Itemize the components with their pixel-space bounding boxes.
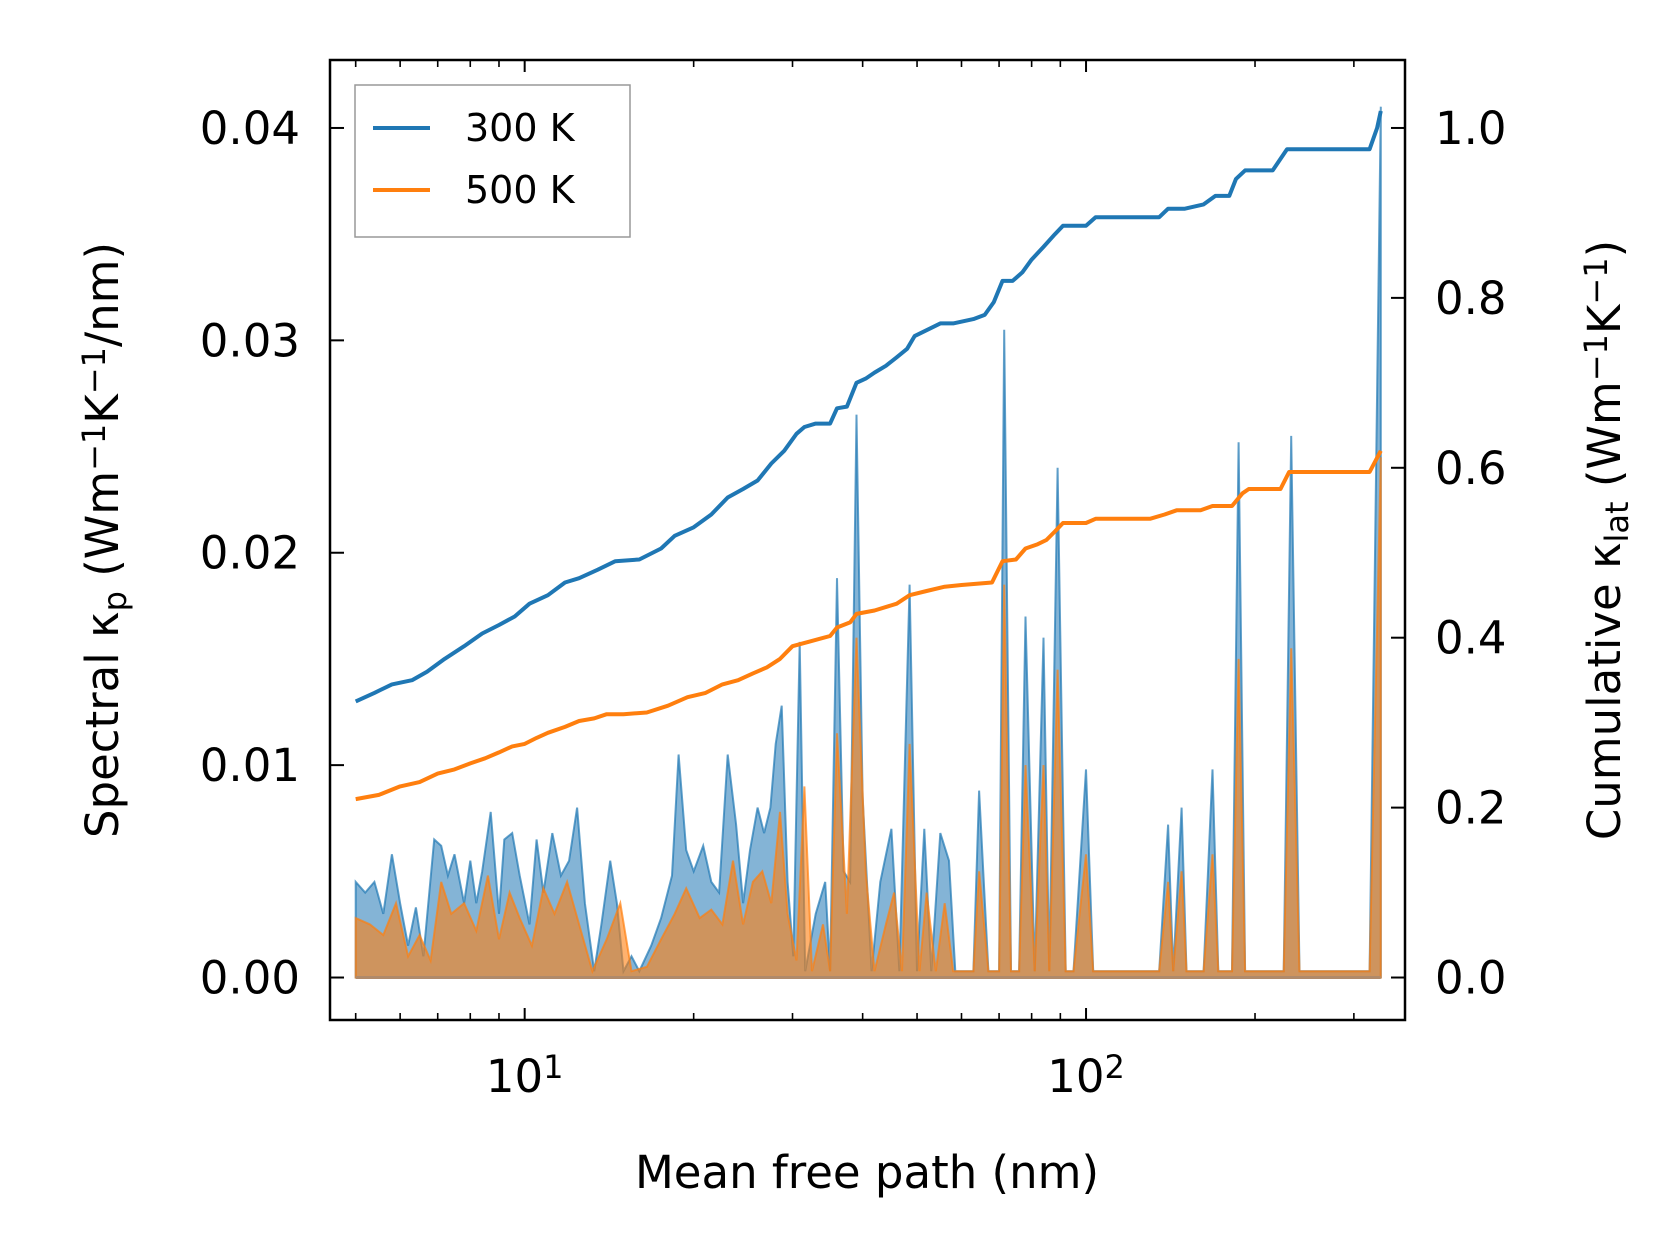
- x-tick-exponent: 1: [543, 1048, 563, 1086]
- plot-frame: [328, 58, 1407, 1022]
- x-tick-exponent: 2: [1104, 1048, 1124, 1086]
- y-right-tick-label: 1.0: [1435, 102, 1507, 155]
- y-right-tick-label: 0.4: [1435, 612, 1507, 665]
- x-tick-base: 10: [486, 1050, 543, 1103]
- y-left-tick-label: 0.03: [200, 314, 300, 367]
- spectral-area-500k: [354, 457, 1382, 979]
- legend: 300 K 500 K: [354, 84, 631, 238]
- x-tick-label: 102: [1047, 1048, 1125, 1103]
- y-left-label-sup1: −1: [75, 424, 113, 471]
- y-right-label-sup1: −1: [1577, 334, 1615, 381]
- plot-area: [354, 106, 1383, 980]
- y-right-label-unit-open: (Wm: [1578, 381, 1631, 501]
- y-left-tick-label: 0.02: [200, 527, 300, 580]
- y-left-tick-label: 0.04: [200, 102, 300, 155]
- y-left-label-prefix: Spectral κ: [76, 611, 129, 838]
- cumulative-line-300k: [354, 110, 1383, 704]
- legend-label-300k: 300 K: [465, 106, 576, 150]
- y-right-label-unit-close: ): [1578, 240, 1631, 258]
- ticks-layer: 101 1020.000.010.020.030.040.00.20.40.60.…: [200, 60, 1507, 1103]
- y-axis-left-label: Spectral κp (Wm−1K−1/nm): [75, 242, 134, 838]
- x-tick-label: 101: [486, 1048, 564, 1103]
- y-left-label-unit-close: /nm): [76, 242, 129, 347]
- y-right-label-sub: lat: [1598, 501, 1636, 542]
- y-left-label-sub: p: [96, 591, 134, 611]
- y-right-tick-label: 0.8: [1435, 272, 1507, 325]
- y-right-tick-label: 0.6: [1435, 442, 1507, 495]
- y-right-label-prefix: Cumulative κ: [1578, 543, 1631, 841]
- legend-label-500k: 500 K: [465, 168, 576, 212]
- x-axis-label-text: Mean free path (nm): [635, 1146, 1099, 1199]
- x-axis-label: Mean free path (nm): [635, 1146, 1099, 1199]
- x-tick-base: 10: [1047, 1050, 1104, 1103]
- y-left-label-unit-mid: K: [76, 393, 129, 424]
- y-right-tick-label: 0.2: [1435, 782, 1507, 835]
- y-axis-right-label: Cumulative κlat (Wm−1K−1): [1577, 240, 1636, 840]
- y-right-label-unit-mid: K: [1578, 303, 1631, 334]
- y-right-tick-label: 0.0: [1435, 952, 1507, 1005]
- y-left-label-unit-open: (Wm: [76, 471, 129, 591]
- y-left-tick-label: 0.01: [200, 739, 300, 792]
- y-left-tick-label: 0.00: [200, 952, 300, 1005]
- cumulative-line-500k: [355, 449, 1383, 802]
- legend-frame: [354, 84, 631, 238]
- spectral-area-300k: [354, 106, 1382, 979]
- y-right-label-sup2: −1: [1577, 257, 1615, 304]
- y-left-label-sup2: −1: [75, 347, 113, 394]
